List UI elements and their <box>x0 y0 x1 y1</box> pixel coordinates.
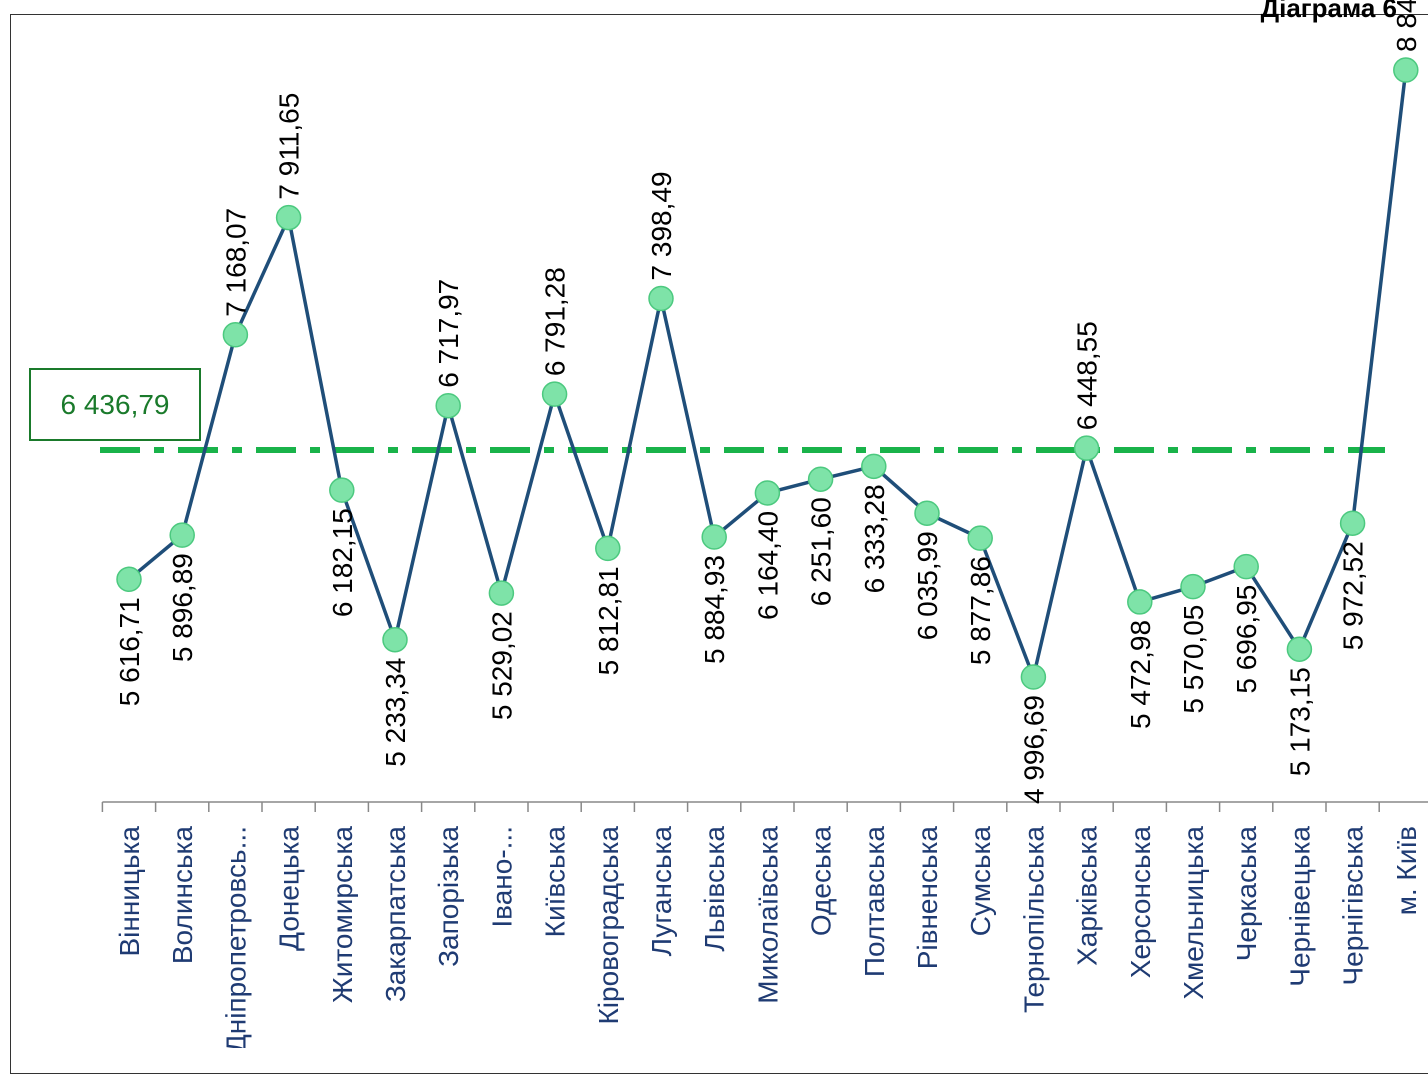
data-point <box>754 480 781 506</box>
data-label: 7 398,49 <box>646 171 677 280</box>
category-label: Рівненська <box>912 826 943 970</box>
data-point <box>648 285 674 312</box>
category-label: Київська <box>540 826 571 938</box>
data-label: 6 164,40 <box>752 511 783 620</box>
data-label: 5 877,86 <box>965 556 996 665</box>
data-label: 6 251,60 <box>806 497 837 606</box>
data-label: 5 570,05 <box>1178 605 1209 714</box>
data-point <box>595 535 621 562</box>
data-point <box>701 524 727 550</box>
category-label: Тернопільська <box>1018 826 1049 1013</box>
data-label: 6 182,15 <box>327 508 358 617</box>
data-label: 5 696,95 <box>1231 585 1262 694</box>
data-point <box>967 525 993 551</box>
data-label: 6 791,28 <box>540 267 571 376</box>
data-label: 5 884,93 <box>699 555 730 664</box>
data-label: 6 035,99 <box>912 531 943 640</box>
data-point <box>1073 435 1100 461</box>
category-label: Херсонська <box>1125 826 1156 979</box>
category-label: м. Київ <box>1391 826 1422 915</box>
category-label: Вінницька <box>114 826 145 957</box>
data-point <box>1180 573 1206 600</box>
average-value-label: 6 436,79 <box>60 388 170 420</box>
data-point <box>222 322 249 348</box>
category-label: Полтавська <box>859 826 890 978</box>
data-label: 7 168,07 <box>220 208 251 317</box>
data-point <box>541 381 568 407</box>
data-point <box>169 522 195 548</box>
category-label: Харківська <box>1072 826 1103 966</box>
data-label: 5 233,34 <box>380 658 411 767</box>
category-label: Житомирська <box>327 826 358 1003</box>
category-label: Миколаївська <box>752 826 783 1004</box>
data-point <box>329 477 355 503</box>
category-label: Сумська <box>965 826 996 937</box>
data-point <box>861 453 887 480</box>
category-label: Волинська <box>167 826 198 965</box>
category-label: Львівська <box>699 826 730 952</box>
category-label: Черкаська <box>1231 826 1262 962</box>
category-label: Чернігівська <box>1338 826 1369 986</box>
data-label: 5 812,81 <box>593 566 624 675</box>
category-label: Закарпатська <box>380 826 411 1003</box>
data-label: 6 448,55 <box>1072 321 1103 430</box>
data-label: 5 529,02 <box>486 611 517 720</box>
category-label: Івано-... <box>486 826 517 928</box>
data-label: 5 616,71 <box>114 597 145 706</box>
data-point <box>1339 510 1366 536</box>
category-label: Запорізька <box>433 826 464 967</box>
data-point <box>914 500 940 526</box>
data-point <box>1233 553 1259 580</box>
data-label: 6 717,97 <box>433 279 464 388</box>
data-label: 4 996,69 <box>1018 695 1049 804</box>
data-label: 5 173,15 <box>1284 667 1315 776</box>
category-label: Кіровоградська <box>593 826 624 1025</box>
line-chart: 5 616,71 5 896,89 7 168,07 7 911,65 6 182,15… <box>100 0 1428 1048</box>
data-point <box>382 626 408 653</box>
category-label: Хмельницька <box>1178 826 1209 1000</box>
category-label: Донецька <box>274 826 305 951</box>
data-label: 5 972,52 <box>1338 541 1369 650</box>
category-label: Луганська <box>646 826 677 957</box>
chart-number-label: Діаграма 6 <box>1260 0 1397 23</box>
data-point <box>116 566 142 593</box>
data-point <box>435 392 461 419</box>
average-value-box: 6 436,79 <box>29 368 201 441</box>
category-label: Чернівецька <box>1284 826 1315 987</box>
data-label: 8 848,19 <box>1391 0 1422 52</box>
data-label: 7 911,65 <box>274 93 305 200</box>
category-label: Одеська <box>806 826 837 937</box>
data-point <box>275 204 302 231</box>
data-point <box>1127 589 1153 615</box>
category-label: Дніпропетровсь... <box>220 826 251 1048</box>
data-label: 5 896,89 <box>167 553 198 662</box>
data-point <box>1393 57 1419 83</box>
data-point <box>1020 664 1047 690</box>
data-point <box>1286 636 1313 662</box>
data-point <box>807 466 834 492</box>
data-label: 5 472,98 <box>1125 620 1156 729</box>
data-point <box>488 580 515 606</box>
data-label: 6 333,28 <box>859 484 890 593</box>
